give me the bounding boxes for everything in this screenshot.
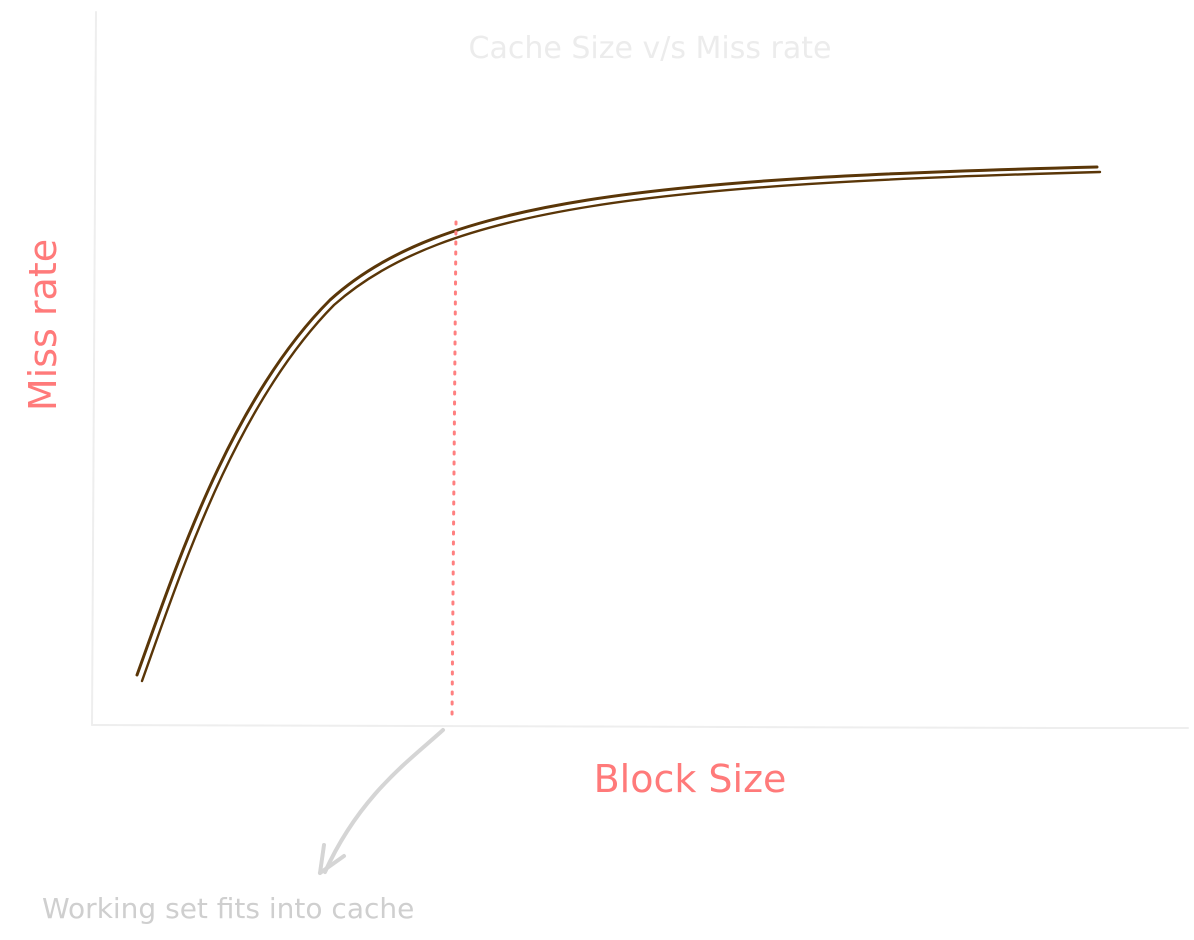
working-set-marker-line [450, 220, 458, 722]
annotation-arrow [318, 728, 445, 875]
y-axis [91, 11, 97, 726]
x-axis [91, 724, 1189, 729]
annotation-label: Working set fits into cache [42, 892, 414, 925]
y-axis-label: Miss rate [21, 239, 65, 411]
chart-title: Cache Size v/s Miss rate [469, 31, 832, 66]
x-axis-label: Block Size [594, 757, 787, 801]
miss-rate-curve [135, 165, 1102, 683]
